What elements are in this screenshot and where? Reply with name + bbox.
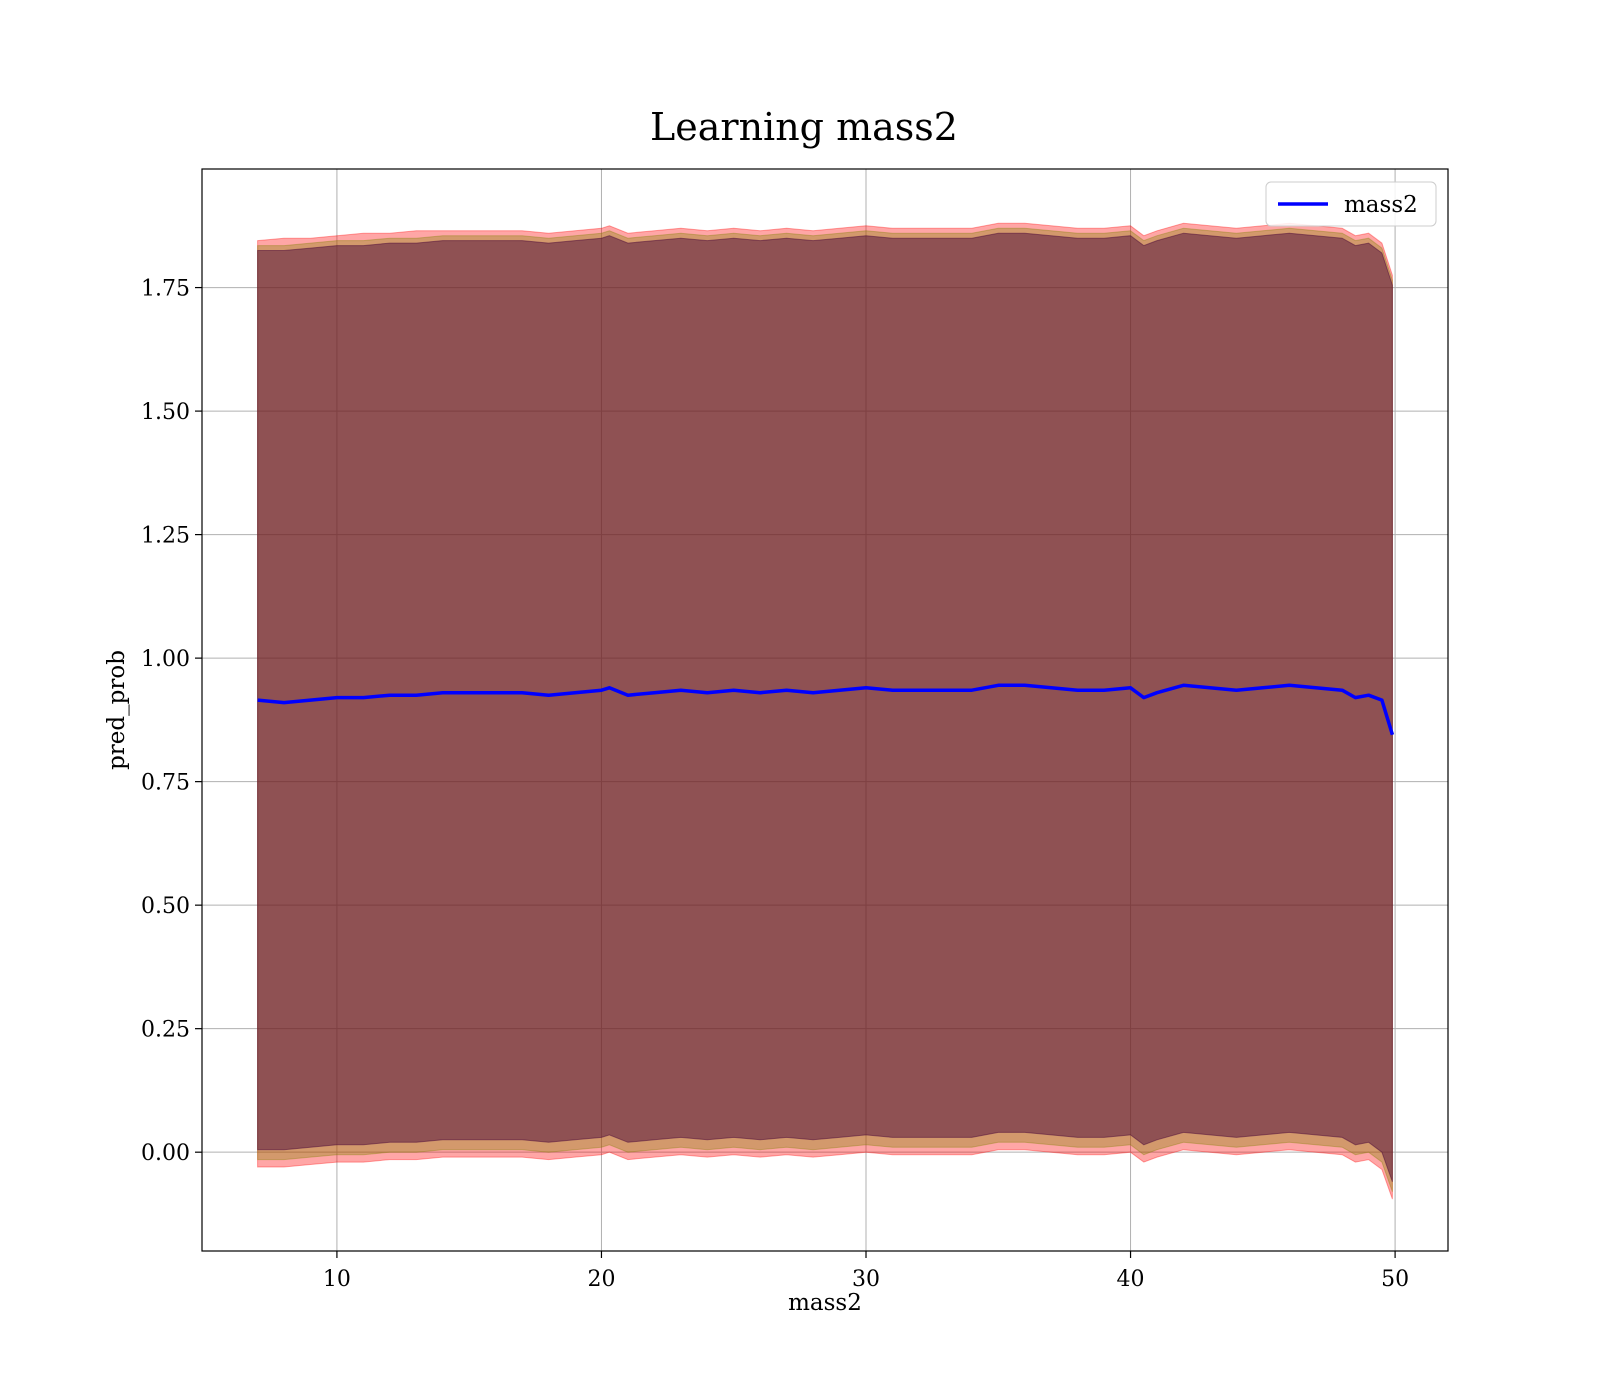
y-tick-label: 1.25 <box>141 524 190 549</box>
x-tick-label: 50 <box>1381 1267 1409 1292</box>
legend-box <box>1265 181 1437 227</box>
y-axis-label: pred_prob <box>104 650 130 770</box>
y-tick-label: 1.50 <box>141 400 190 425</box>
plot-frame <box>201 168 1449 1252</box>
y-axis-ticks: 0.00 0.25 0.50 0.75 1.00 1.25 1.50 1.75 <box>141 277 202 1166</box>
y-tick-label: 0.00 <box>141 1141 190 1166</box>
x-tick-label: 40 <box>1117 1267 1145 1292</box>
x-tick-label: 10 <box>323 1267 351 1292</box>
x-axis-label: mass2 <box>788 1290 862 1316</box>
series-line-mass2 <box>257 683 1395 736</box>
y-tick-label: 0.75 <box>141 771 190 796</box>
x-axis-ticks: 10 20 30 40 50 <box>323 1251 1409 1292</box>
y-tick-label: 0.50 <box>141 894 190 919</box>
chart-title: Learning mass2 <box>650 105 958 149</box>
y-tick-label: 1.75 <box>141 277 190 302</box>
y-tick-label: 1.00 <box>141 647 190 672</box>
confidence-bands <box>257 222 1393 1200</box>
x-tick-label: 30 <box>852 1267 880 1292</box>
x-tick-label: 20 <box>587 1267 615 1292</box>
y-tick-label: 0.25 <box>141 1018 190 1043</box>
legend: mass2 <box>1265 181 1437 227</box>
confidence-band-3 <box>257 232 1393 1182</box>
legend-label: mass2 <box>1344 192 1418 218</box>
series-lines <box>257 683 1395 736</box>
